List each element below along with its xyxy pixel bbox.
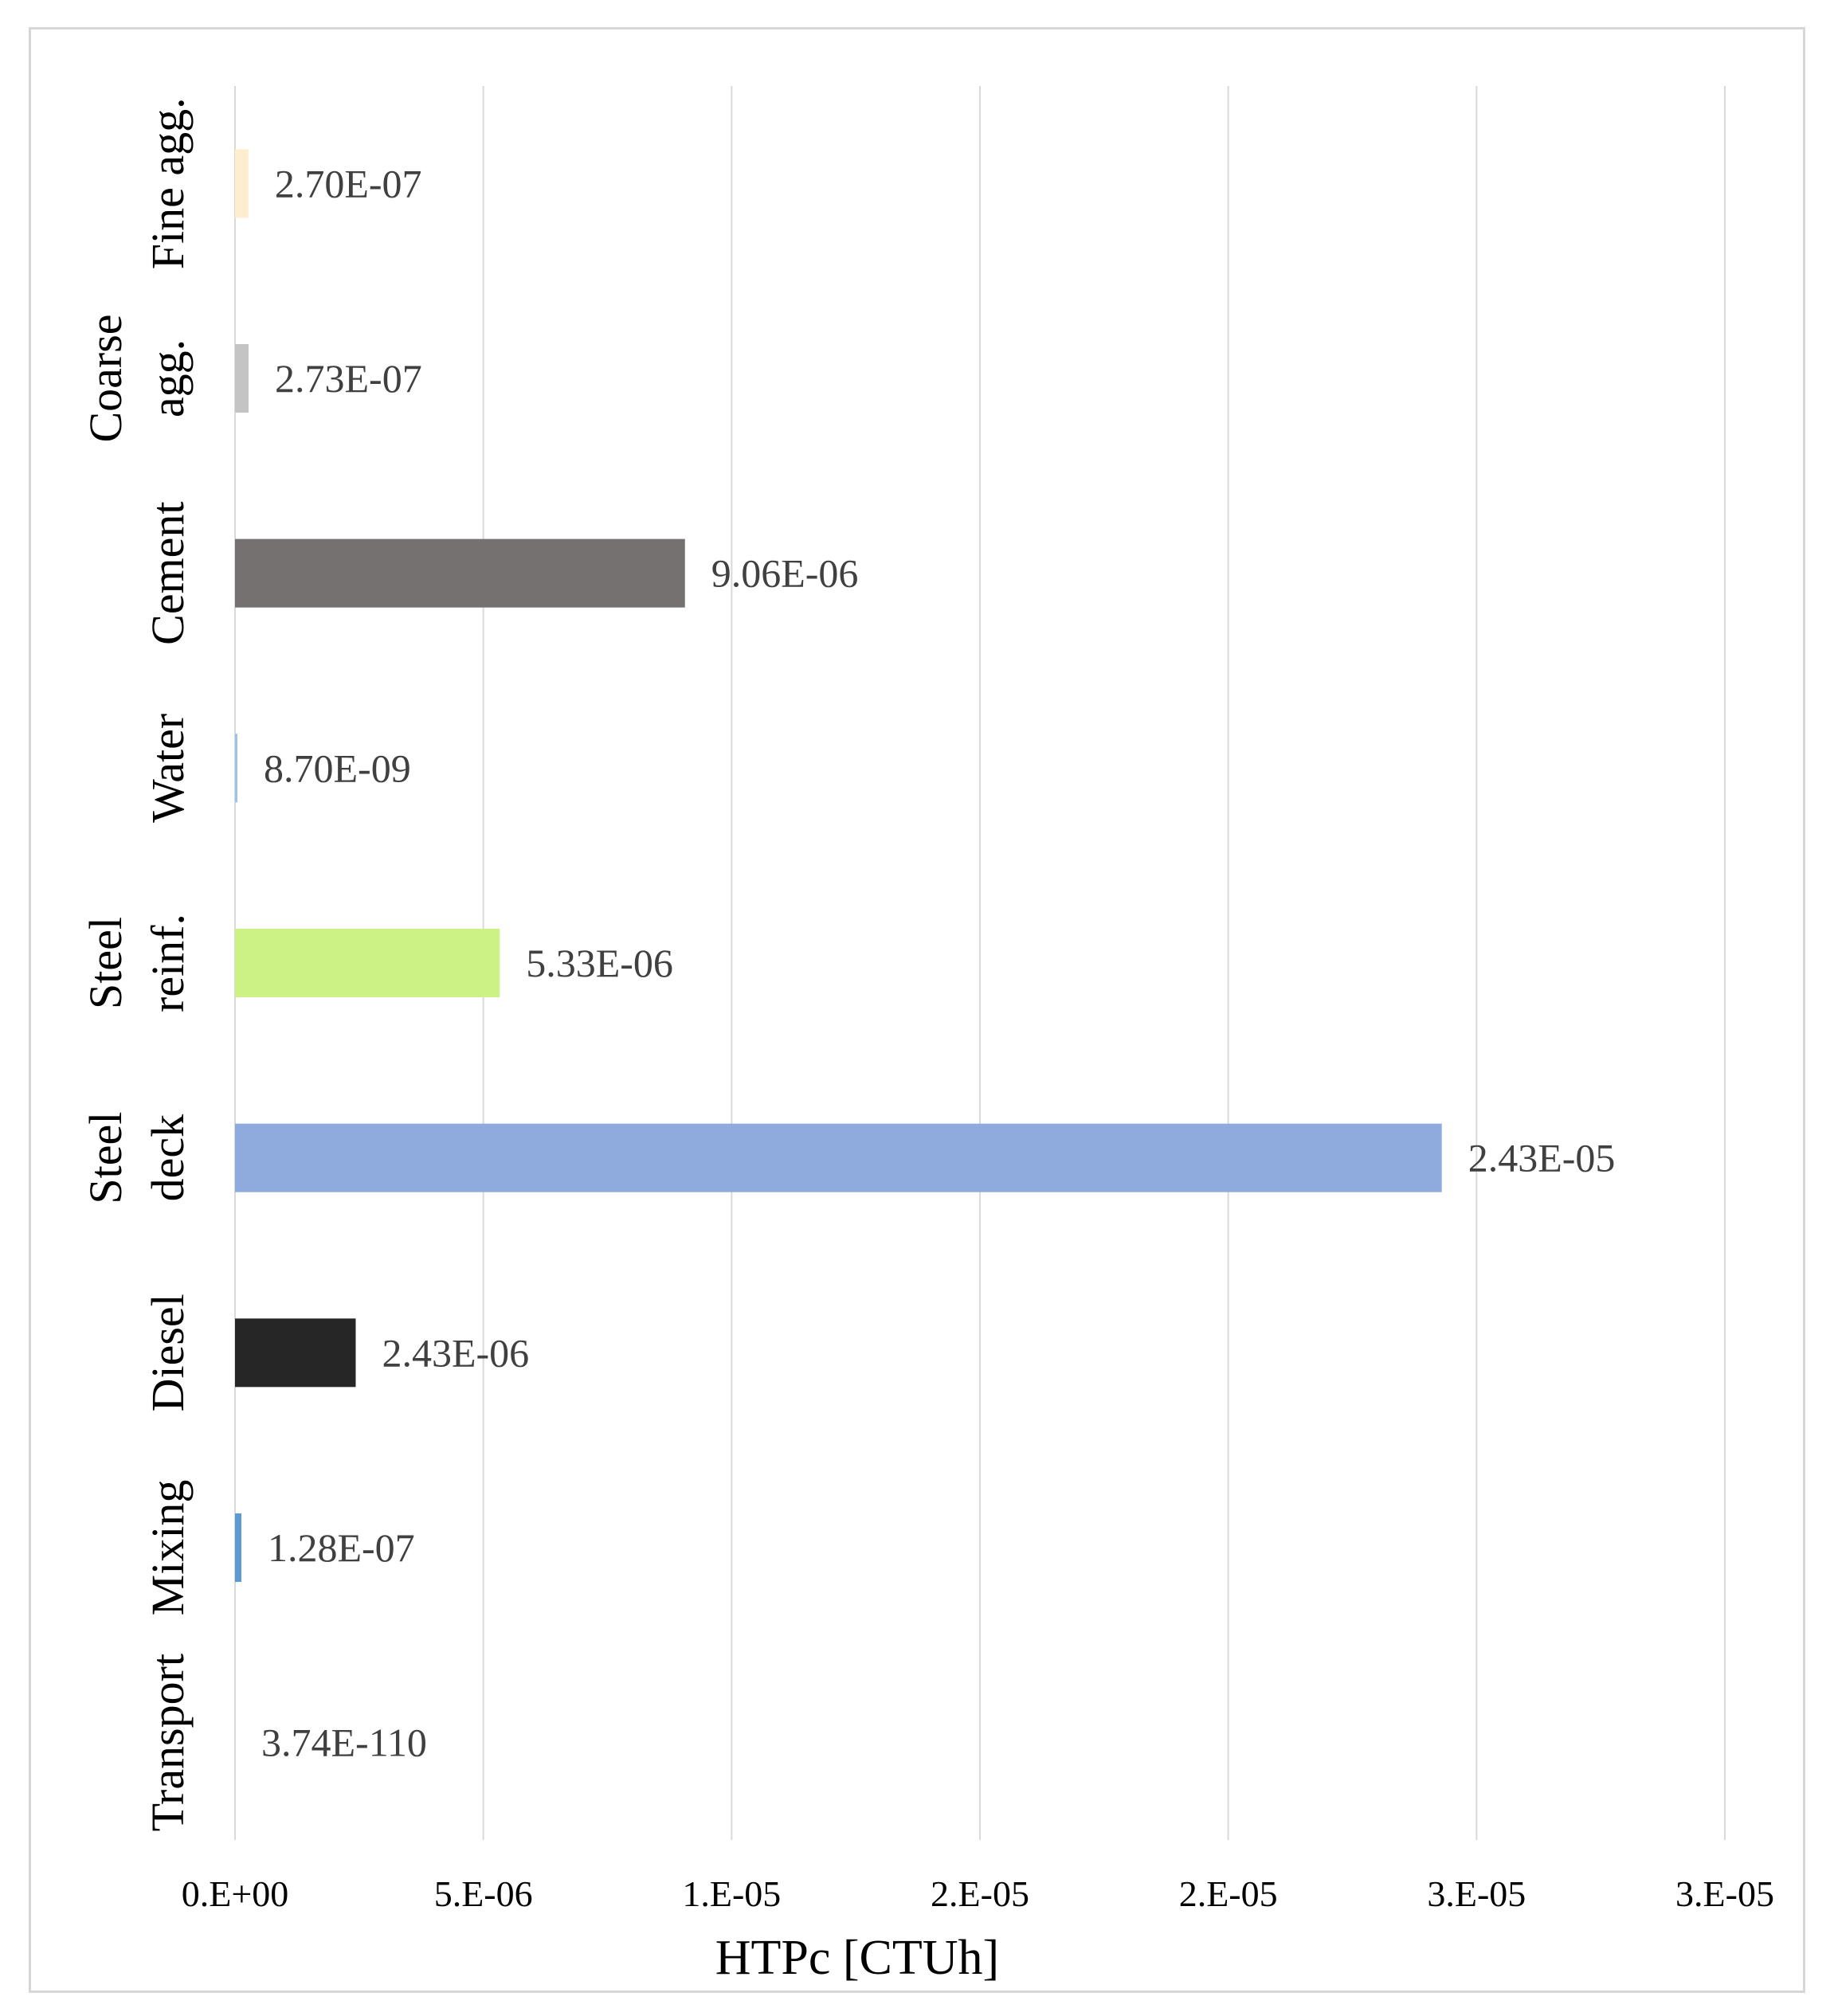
bar — [235, 149, 249, 218]
data-label: 9.06E-06 — [711, 551, 859, 596]
data-label: 2.43E-06 — [382, 1330, 529, 1375]
bar — [235, 1123, 1442, 1192]
value-labels: 2.70E-07 2.73E-07 9.06E-06 8.70E-09 5.33E-06… — [261, 161, 1615, 1764]
data-label: 8.70E-09 — [264, 746, 411, 790]
bar — [235, 734, 237, 803]
x-tick-label: 2.E-05 — [931, 1873, 1029, 1914]
category-labels: Fine agg. Coarse agg. Cement Water Steel reinf… — [80, 97, 194, 1831]
category-label: Diesel — [142, 1294, 194, 1411]
data-label: 1.28E-07 — [268, 1525, 415, 1570]
category-label: Transport — [142, 1654, 194, 1831]
x-tick-label: 3.E-05 — [1675, 1873, 1774, 1914]
bar — [235, 538, 685, 608]
category-label: Steel reinf. — [80, 914, 194, 1012]
data-label: 2.43E-05 — [1468, 1136, 1616, 1180]
data-label: 3.74E-110 — [261, 1720, 427, 1765]
category-label: Coarse agg. — [80, 314, 194, 442]
data-label: 2.70E-07 — [275, 161, 422, 206]
x-tick-label: 3.E-05 — [1427, 1873, 1526, 1914]
bar — [235, 1513, 241, 1582]
category-label: Water — [142, 714, 194, 823]
x-axis-title: HTPc [CTUh] — [715, 1931, 999, 1985]
category-label: Cement — [142, 501, 194, 644]
data-label: 2.73E-07 — [275, 356, 422, 401]
bar — [235, 929, 500, 997]
x-tick-label: 1.E-05 — [682, 1873, 781, 1914]
x-tick-labels: 0.E+00 5.E-06 1.E-05 2.E-05 2.E-05 3.E-05 3.E-… — [182, 1873, 1774, 1914]
x-tick-label: 5.E-06 — [434, 1873, 533, 1914]
chart-frame — [29, 27, 1805, 1993]
data-label: 5.33E-06 — [526, 941, 673, 985]
bar — [235, 1318, 356, 1388]
category-label: Steel deck — [80, 1112, 194, 1204]
category-label: Mixing — [142, 1480, 194, 1616]
category-label: Fine agg. — [142, 97, 194, 269]
x-tick-label: 2.E-05 — [1179, 1873, 1278, 1914]
x-tick-label: 0.E+00 — [182, 1873, 289, 1914]
bars — [235, 149, 1442, 1582]
bar — [235, 344, 249, 413]
